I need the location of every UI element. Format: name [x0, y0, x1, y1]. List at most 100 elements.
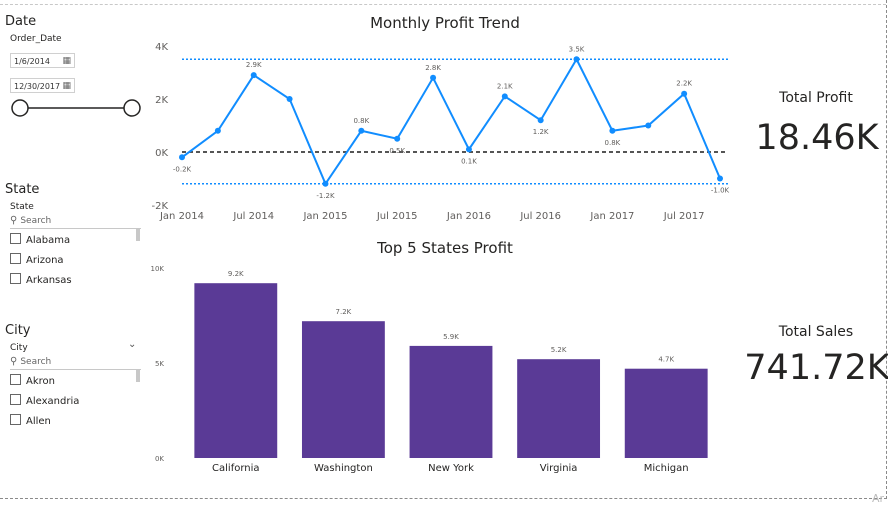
y-tick-label: -2K — [151, 201, 168, 212]
start-date-input[interactable]: 1/6/2014 ▦ — [10, 53, 75, 68]
data-point — [250, 72, 257, 79]
date-range-slider[interactable] — [8, 98, 146, 118]
data-label: -0.2K — [173, 165, 192, 173]
data-label: 0.8K — [353, 117, 369, 125]
data-point — [358, 127, 365, 134]
checkbox[interactable] — [10, 394, 21, 405]
data-label: 1.2K — [533, 128, 549, 136]
x-tick-label: Jul 2016 — [519, 211, 561, 222]
bar-california — [194, 283, 278, 458]
state-slicer-title: State — [5, 182, 40, 197]
data-label: 7.2K — [336, 308, 352, 316]
data-label: 5.2K — [551, 346, 567, 354]
data-label: -1.0K — [711, 187, 730, 195]
y-tick-label: 10K — [151, 265, 165, 273]
slider-end-handle[interactable] — [123, 99, 141, 117]
x-tick-label: Washington — [314, 463, 373, 474]
x-tick-label: Jul 2014 — [232, 211, 274, 222]
line-chart-title: Monthly Profit Trend — [370, 14, 520, 32]
data-point — [394, 135, 401, 142]
end-date-input[interactable]: 12/30/2017 ▦ — [10, 78, 75, 93]
state-list-item[interactable]: Arizona — [10, 253, 64, 266]
x-tick-label: Jan 2016 — [446, 211, 491, 222]
y-tick-label: 2K — [155, 95, 168, 106]
city-list-item[interactable]: Alexandria — [10, 394, 79, 407]
state-field-label: State — [10, 202, 34, 212]
end-date-value: 12/30/2017 — [14, 82, 61, 91]
city-search-placeholder: Search — [20, 357, 52, 367]
chevron-down-icon[interactable]: ⌄ — [128, 339, 137, 350]
data-point — [681, 90, 688, 97]
state-search-input[interactable]: ⚲ Search — [10, 215, 141, 229]
slider-start-handle[interactable] — [11, 99, 29, 117]
x-tick-label: Jan 2015 — [302, 211, 347, 222]
checkbox[interactable] — [10, 273, 21, 284]
data-label: 0.5K — [389, 147, 405, 155]
data-point — [214, 127, 221, 134]
checkbox[interactable] — [10, 253, 21, 264]
data-label: 2.8K — [425, 64, 441, 72]
x-tick-label: Jul 2017 — [663, 211, 705, 222]
data-label: 3.5K — [569, 45, 585, 53]
data-label: 0.8K — [605, 139, 621, 147]
x-tick-label: Jul 2015 — [376, 211, 418, 222]
checkbox[interactable] — [10, 233, 21, 244]
x-tick-label: Jan 2014 — [159, 211, 204, 222]
y-tick-label: 0K — [155, 148, 168, 159]
bar-washington — [301, 321, 385, 458]
x-tick-label: Michigan — [644, 463, 689, 474]
city-slicer-title: City — [5, 323, 31, 338]
total-sales-label: Total Sales — [778, 324, 854, 340]
date-slicer-title: Date — [5, 14, 37, 29]
calendar-icon[interactable]: ▦ — [62, 81, 71, 91]
city-list-item[interactable]: Akron — [10, 374, 55, 387]
total-profit-value: 18.46K — [755, 118, 879, 158]
total-profit-label: Total Profit — [779, 90, 853, 106]
city-search-input[interactable]: ⚲ Search — [10, 356, 141, 370]
data-label: 2.2K — [676, 80, 692, 88]
calendar-icon[interactable]: ▦ — [62, 56, 71, 66]
data-label: 9.2K — [228, 270, 244, 278]
data-point — [573, 56, 580, 63]
top-states-bar-chart[interactable]: 10K 5K 0K 9.2K California 7.2K Washington 5.9K N… — [140, 260, 740, 482]
data-point — [501, 93, 508, 100]
city-field-label: City — [10, 343, 28, 353]
x-tick-label: Jan 2017 — [589, 211, 634, 222]
canvas-top-border — [0, 4, 886, 5]
data-point — [465, 146, 472, 153]
state-list-item[interactable]: Arkansas — [10, 273, 72, 286]
x-tick-label: California — [212, 463, 259, 474]
search-icon: ⚲ — [10, 215, 18, 226]
checkbox[interactable] — [10, 374, 21, 385]
city-list-scrollbar[interactable] — [136, 370, 140, 382]
y-tick-label: 5K — [155, 360, 164, 368]
data-label: 2.1K — [497, 82, 513, 90]
x-tick-label: Virginia — [540, 463, 578, 474]
bar-chart-title: Top 5 States Profit — [377, 239, 513, 257]
data-point — [322, 180, 329, 187]
data-label: -1.2K — [316, 192, 335, 200]
checkbox[interactable] — [10, 414, 21, 425]
data-label: 2.9K — [246, 61, 262, 69]
y-tick-label: 4K — [155, 42, 168, 53]
watermark-text: Ar — [871, 492, 884, 505]
profit-series-line — [181, 57, 721, 186]
data-point — [286, 96, 293, 102]
data-point — [717, 175, 723, 182]
state-list-scrollbar[interactable] — [136, 229, 140, 241]
data-label: 0.1K — [461, 157, 477, 165]
data-label: 4.7K — [658, 356, 674, 364]
date-field-label: Order_Date — [10, 34, 62, 44]
search-icon: ⚲ — [10, 356, 18, 367]
state-search-placeholder: Search — [20, 216, 52, 226]
data-point — [609, 127, 616, 134]
state-list-item[interactable]: Alabama — [10, 233, 70, 246]
city-list-item[interactable]: Allen — [10, 414, 51, 427]
data-point — [537, 117, 544, 124]
data-point — [645, 122, 652, 129]
total-sales-value: 741.72K — [744, 348, 888, 388]
bar-virginia — [517, 359, 601, 458]
x-tick-label: New York — [428, 463, 474, 474]
